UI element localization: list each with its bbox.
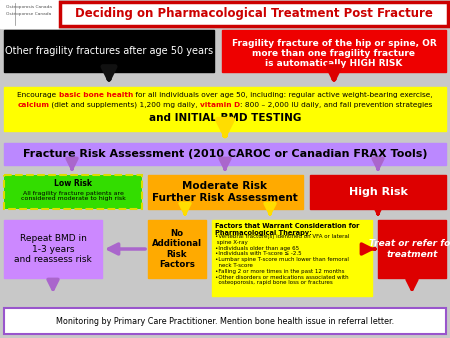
FancyBboxPatch shape [60,2,448,26]
FancyBboxPatch shape [4,30,214,72]
FancyBboxPatch shape [378,220,446,278]
Text: vitamin D: vitamin D [200,102,240,108]
Text: and INITIAL BMD TESTING: and INITIAL BMD TESTING [149,113,301,123]
Text: Ostéoporose Canada: Ostéoporose Canada [6,12,52,16]
FancyBboxPatch shape [310,175,446,209]
FancyBboxPatch shape [4,143,446,165]
FancyBboxPatch shape [0,0,58,28]
Text: Treat or refer for
treatment: Treat or refer for treatment [369,239,450,259]
FancyBboxPatch shape [222,30,446,72]
FancyBboxPatch shape [4,308,446,334]
Text: All fragility fracture patients are
considered moderate to high risk: All fragility fracture patients are cons… [21,191,126,201]
Text: for all individuals over age 50, including: regular active weight-bearing exerci: for all individuals over age 50, includi… [133,92,432,98]
Text: Factors that Warrant Consideration for
Pharmacological Therapy:: Factors that Warrant Consideration for P… [215,223,360,236]
Text: Other fragility fractures after age 50 years: Other fragility fractures after age 50 y… [5,46,213,56]
Text: High Risk: High Risk [349,187,407,197]
Text: Monitoring by Primary Care Practitioner. Mention bone health issue in referral l: Monitoring by Primary Care Practitioner.… [56,316,394,325]
FancyBboxPatch shape [4,220,102,278]
FancyBboxPatch shape [148,220,206,278]
Text: Fragility fracture of the hip or spine, OR: Fragility fracture of the hip or spine, … [232,39,436,48]
Text: calcium: calcium [17,102,50,108]
Text: : 800 – 2,000 IU daily, and fall prevention strategies: : 800 – 2,000 IU daily, and fall prevent… [240,102,433,108]
Text: Moderate Risk
Further Risk Assessment: Moderate Risk Further Risk Assessment [152,181,298,203]
Text: No
Additional
Risk
Factors: No Additional Risk Factors [152,229,202,269]
Text: Osteoporosis Canada: Osteoporosis Canada [6,5,52,9]
Text: is automatically HIGH RISK: is automatically HIGH RISK [266,58,403,68]
Text: more than one fragility fracture: more than one fragility fracture [252,48,415,57]
Text: Deciding on Pharmacological Treatment Post Fracture: Deciding on Pharmacological Treatment Po… [75,7,433,21]
Text: basic bone health: basic bone health [59,92,133,98]
Text: (diet and supplements) 1,200 mg daily,: (diet and supplements) 1,200 mg daily, [50,102,200,108]
Text: Encourage: Encourage [18,92,59,98]
FancyBboxPatch shape [148,175,303,209]
Text: •Vertebral fracture(s) identified on VFA or lateral
 spine X-ray
•Individuals ol: •Vertebral fracture(s) identified on VFA… [215,234,349,285]
Text: Low Risk: Low Risk [54,178,92,188]
FancyBboxPatch shape [212,220,372,296]
FancyBboxPatch shape [4,87,446,131]
FancyBboxPatch shape [4,175,142,209]
Text: Fracture Risk Assessment (2010 CAROC or Canadian FRAX Tools): Fracture Risk Assessment (2010 CAROC or … [23,149,427,159]
Text: Repeat BMD in
1-3 years
and reassess risk: Repeat BMD in 1-3 years and reassess ris… [14,234,92,264]
